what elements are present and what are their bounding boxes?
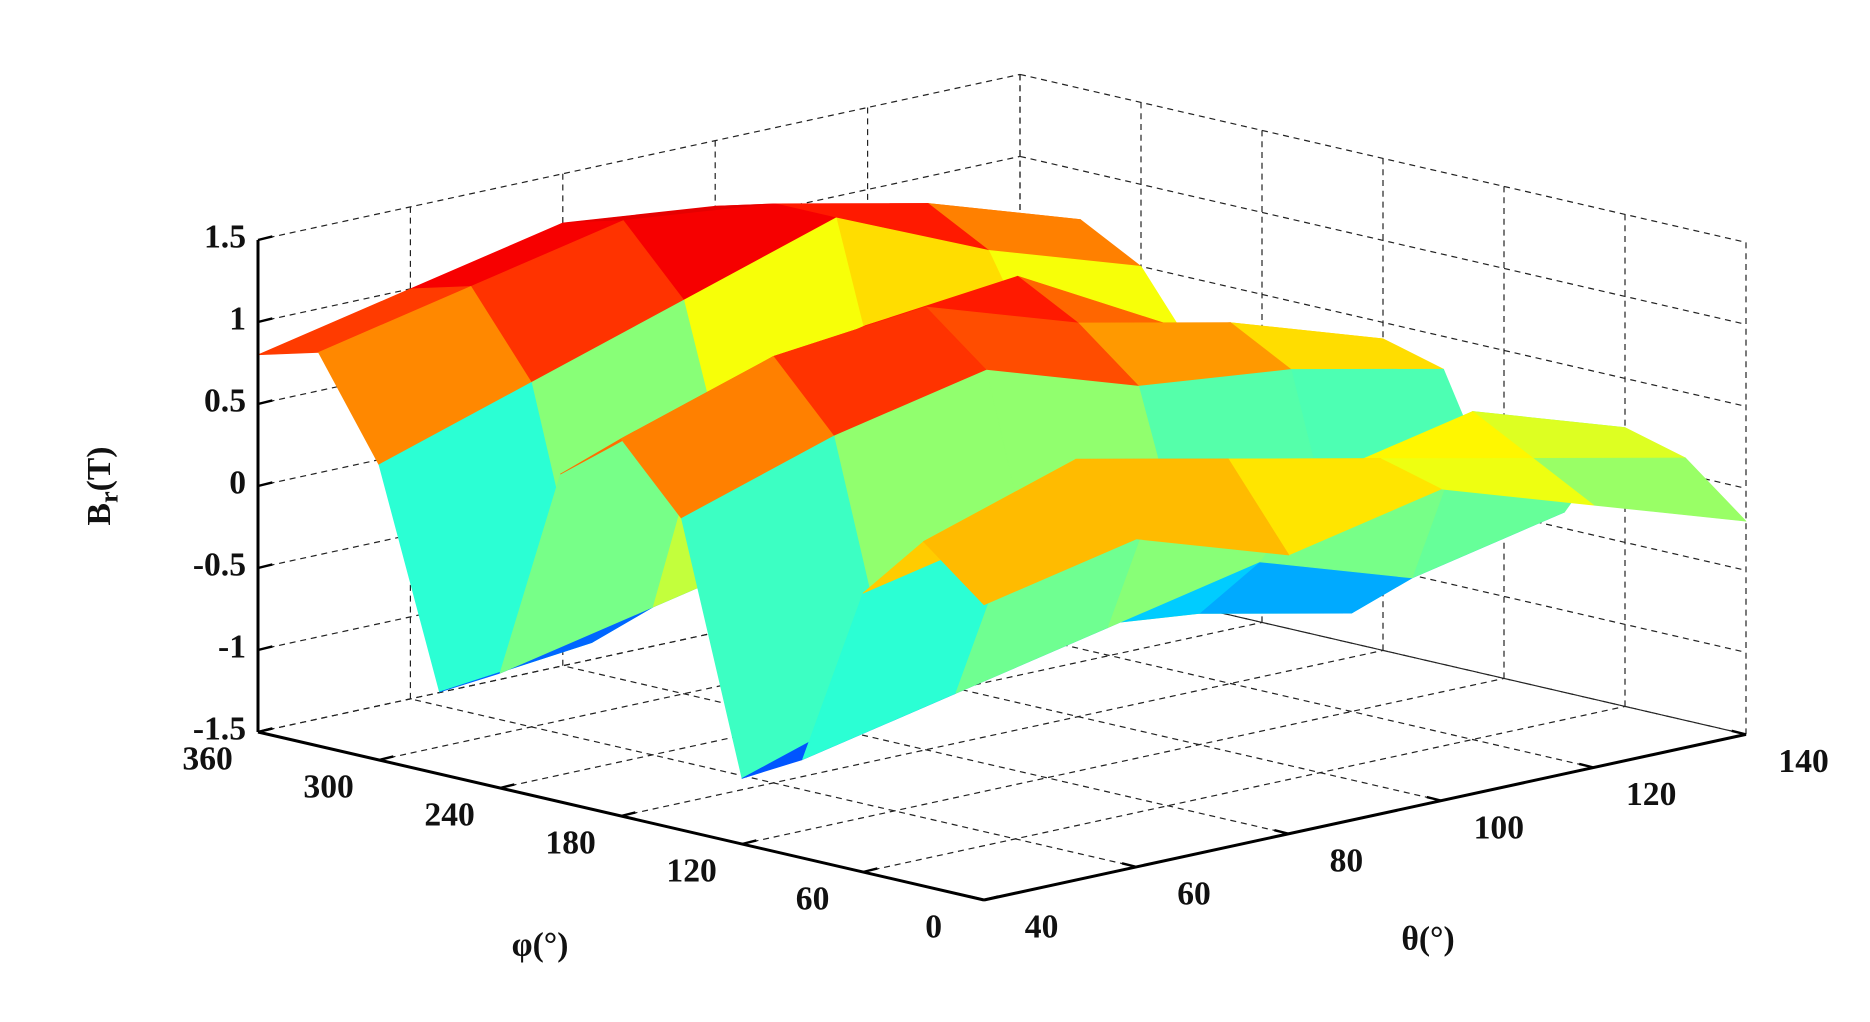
plot-area: φ(°) θ(°) Br(T) -1.5 -1 -0.5 0 0.5 1 1.5 0 60 120… xyxy=(81,73,1829,964)
y-tick-label: 100 xyxy=(1474,809,1524,846)
y-tick xyxy=(1578,762,1594,769)
z-tick xyxy=(257,235,273,242)
x-tick xyxy=(378,755,394,762)
grid-line xyxy=(562,665,1289,835)
surface xyxy=(257,203,1747,779)
z-tick-label: 1 xyxy=(229,301,246,338)
grid-line xyxy=(1019,155,1747,325)
x-tick-label: 360 xyxy=(182,741,232,778)
grid-line xyxy=(410,698,1137,868)
z-tick xyxy=(257,481,273,488)
y-tick xyxy=(1121,862,1137,869)
x-tick-label: 0 xyxy=(925,909,942,946)
z-tick xyxy=(257,399,273,406)
y-tick xyxy=(969,895,985,902)
y-axis-label: θ(°) xyxy=(1401,921,1454,958)
x-tick xyxy=(620,811,636,818)
y-tick xyxy=(1274,828,1290,835)
y-tick-label: 40 xyxy=(1025,909,1059,946)
z-tick xyxy=(257,563,273,570)
z-tick-label: -0.5 xyxy=(193,547,246,584)
x-tick-label: 60 xyxy=(796,881,830,918)
y-tick-label: 60 xyxy=(1177,876,1211,913)
z-axis-label-sub: r xyxy=(94,491,124,503)
y-tick xyxy=(1426,795,1442,802)
grid-line xyxy=(257,73,1021,241)
z-tick-label: 0 xyxy=(229,465,246,502)
z-axis-label: Br(T) xyxy=(81,447,124,526)
grid-line xyxy=(741,677,1505,845)
y-tick-label: 140 xyxy=(1778,743,1828,780)
x-axis-label: φ(°) xyxy=(512,927,569,964)
y-tick-label: 120 xyxy=(1626,776,1676,813)
z-tick xyxy=(257,645,273,652)
z-tick-label: 0.5 xyxy=(204,383,246,420)
x-tick-label: 120 xyxy=(666,853,716,890)
y-tick xyxy=(1731,729,1747,736)
y-tick-label: 80 xyxy=(1330,842,1364,879)
x-tick xyxy=(983,895,999,902)
z-axis-label-unit: (T) xyxy=(81,447,118,492)
grid-line xyxy=(862,705,1626,873)
surface-face xyxy=(923,458,1137,606)
y-axis xyxy=(983,732,1747,902)
x-tick-label: 240 xyxy=(424,797,474,834)
z-tick-label: 1.5 xyxy=(204,219,246,256)
x-tick xyxy=(862,867,878,874)
z-tick-label: -1 xyxy=(218,629,246,666)
x-tick xyxy=(257,727,273,734)
x-tick-label: 300 xyxy=(303,769,353,806)
x-tick-label: 180 xyxy=(545,825,595,862)
x-tick xyxy=(499,783,515,790)
x-tick xyxy=(741,839,757,846)
z-tick xyxy=(257,317,273,324)
grid-line xyxy=(620,649,1384,817)
z-tick-label: -1.5 xyxy=(193,711,246,748)
z-axis-label-main: B xyxy=(81,503,118,525)
